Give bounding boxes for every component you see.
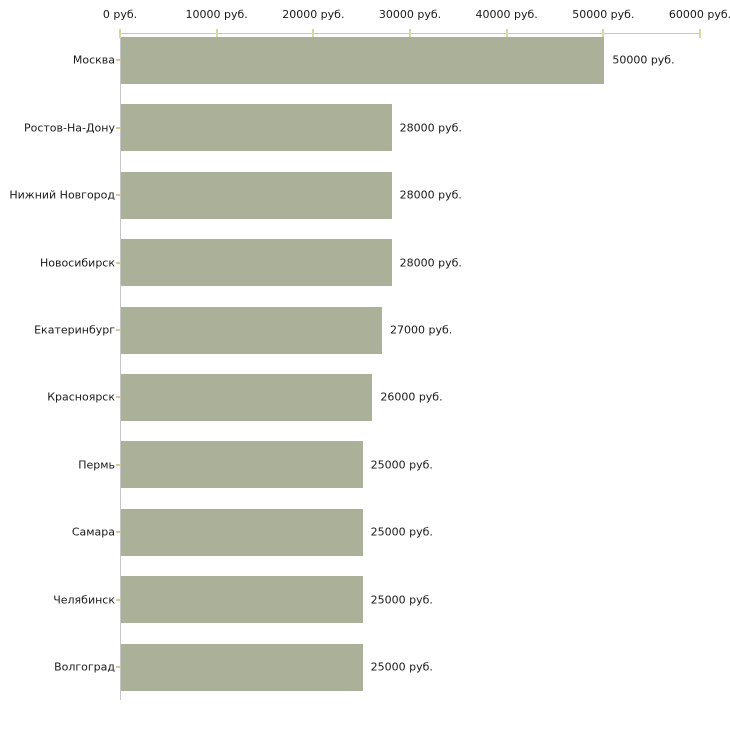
x-tick-label: 10000 руб. [185, 8, 248, 21]
bar-0 [121, 36, 605, 84]
value-label: 28000 руб. [399, 121, 462, 135]
y-tick-mark [116, 463, 121, 466]
category-label: Красноярск [47, 390, 115, 404]
y-tick-mark [116, 598, 121, 601]
bar-3 [121, 239, 392, 287]
value-label: 25000 руб. [370, 458, 433, 472]
bar-8 [121, 576, 363, 624]
x-tick-label: 20000 руб. [282, 8, 345, 21]
category-label: Челябинск [53, 593, 115, 607]
value-label: 50000 руб. [612, 53, 675, 67]
value-label: 25000 руб. [370, 525, 433, 539]
y-tick-mark [116, 329, 121, 331]
category-label: Ростов-На-Дону [23, 121, 115, 135]
y-tick-mark [116, 194, 121, 197]
category-label: Волгоград [54, 660, 115, 674]
category-label: Пермь [78, 458, 115, 472]
y-tick-mark [116, 531, 121, 534]
value-label: 28000 руб. [399, 188, 462, 202]
category-label: Москва [72, 53, 115, 67]
bar-2 [121, 171, 392, 219]
value-label: 25000 руб. [370, 593, 433, 607]
category-label: Нижний Новгород [9, 188, 115, 202]
category-label: Новосибирск [39, 256, 115, 270]
bar-5 [121, 373, 373, 421]
y-tick-mark [116, 126, 121, 129]
y-tick-mark [116, 396, 121, 399]
bar-7 [121, 508, 363, 556]
x-tick-label: 50000 руб. [572, 8, 635, 21]
y-tick-mark [116, 261, 121, 264]
x-tick-mark [312, 29, 315, 38]
y-tick-mark [116, 666, 121, 669]
bar-4 [121, 306, 382, 354]
x-tick-mark [409, 29, 411, 38]
x-tick-label: 0 руб. [102, 8, 138, 21]
category-label: Екатеринбург [34, 323, 115, 337]
x-tick-mark [215, 29, 218, 38]
x-tick-mark [119, 29, 121, 38]
x-tick-mark [505, 29, 508, 38]
category-label: Самара [71, 525, 115, 539]
x-tick-label: 30000 руб. [378, 8, 442, 21]
value-label: 25000 руб. [370, 660, 433, 674]
value-label: 27000 руб. [390, 323, 453, 337]
x-tick-mark [699, 29, 701, 38]
value-label: 28000 руб. [399, 256, 462, 270]
value-label: 26000 руб. [380, 390, 443, 404]
y-axis-line [120, 33, 121, 700]
x-tick-label: 60000 руб. [668, 8, 730, 21]
bar-6 [121, 441, 363, 489]
bar-1 [121, 104, 392, 152]
x-tick-label: 40000 руб. [475, 8, 538, 21]
y-tick-mark [116, 59, 121, 62]
bar-9 [121, 643, 363, 691]
x-tick-mark [602, 29, 605, 38]
